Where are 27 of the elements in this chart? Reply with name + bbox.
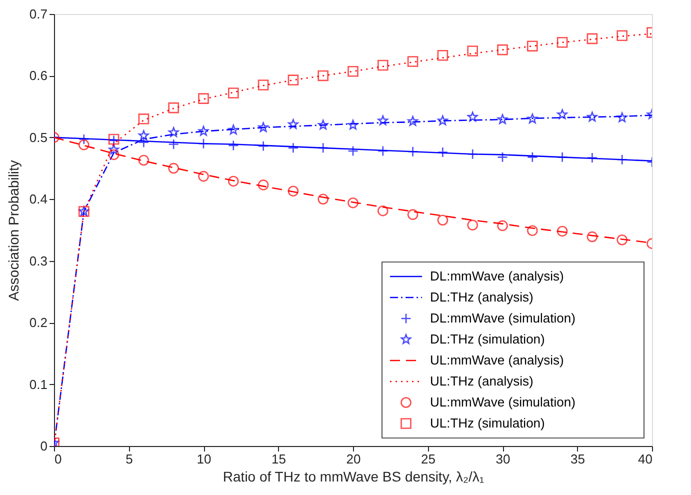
x-tick-label: 20 (346, 452, 361, 466)
legend-label: UL:mmWave (analysis) (430, 352, 564, 368)
x-tick-label: 35 (570, 452, 585, 466)
x-tick-label: 0 (54, 452, 62, 466)
x-tick-label: 10 (196, 452, 212, 466)
x-tick-label: 40 (638, 452, 652, 466)
y-tick-label: 0.1 (29, 376, 48, 392)
legend-label: DL:THz (simulation) (430, 332, 545, 346)
x-tick-label: 30 (496, 452, 510, 466)
x-tick-label: 5 (126, 452, 133, 466)
y-tick-label: 0.5 (29, 130, 48, 145)
y-tick-label: 0 (40, 438, 48, 454)
x-axis-title: Ratio of THz to mmWave BS density, λ₂/λ₁ (222, 468, 484, 484)
legend-label: UL:THz (analysis) (430, 374, 534, 388)
legend-label: DL:mmWave (analysis) (430, 268, 564, 284)
x-tick-label: 15 (272, 452, 286, 466)
y-tick-label: 0.2 (29, 315, 48, 330)
x-tick-label: 25 (421, 452, 436, 466)
y-tick-label: 0.4 (29, 192, 48, 207)
y-tick-label: 0.3 (29, 253, 48, 268)
legend-label: DL:THz (analysis) (430, 290, 534, 304)
y-axis-title: Association Probability (5, 160, 22, 301)
y-tick-label: 0.7 (29, 6, 48, 22)
y-tick-label: 0.6 (29, 68, 48, 84)
legend-label: UL:THz (simulation) (430, 416, 545, 430)
legend-label: DL:mmWave (simulation) (430, 310, 576, 326)
legend-label: UL:mmWave (simulation) (430, 394, 576, 410)
